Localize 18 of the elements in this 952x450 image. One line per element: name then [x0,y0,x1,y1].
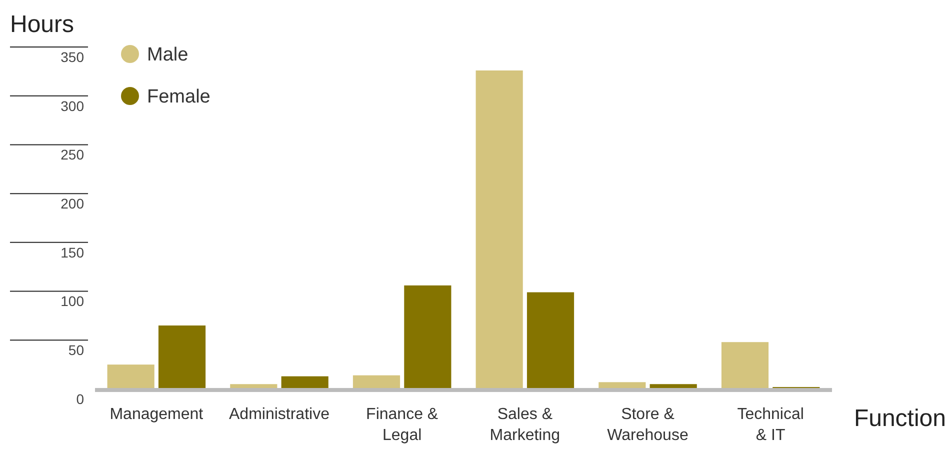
y-tick-label: 350 [60,48,84,65]
y-tick-label: 250 [60,146,84,163]
y-tick-label: 200 [60,195,84,212]
y-tick-label: 100 [60,293,84,310]
y-tick-label: 150 [60,244,84,260]
y-tick-label: 50 [68,342,84,358]
legend-label: Male [147,44,188,66]
x-tick-label: Store & Warehouse [607,406,688,444]
x-tick-label: Sales & Marketing [490,406,560,444]
x-tick-label: Technical & IT [737,406,804,444]
x-tick-label: Finance & Legal [366,406,438,444]
x-tick-label: Management [110,406,204,423]
legend-label: Female [147,86,210,108]
y-tick-label: 300 [60,98,84,114]
x-axis-title: Function [854,405,946,432]
x-tick-label: Administrative [229,406,330,423]
y-axis-title: Hours [10,11,74,38]
y-tick-label: 0 [76,390,84,407]
